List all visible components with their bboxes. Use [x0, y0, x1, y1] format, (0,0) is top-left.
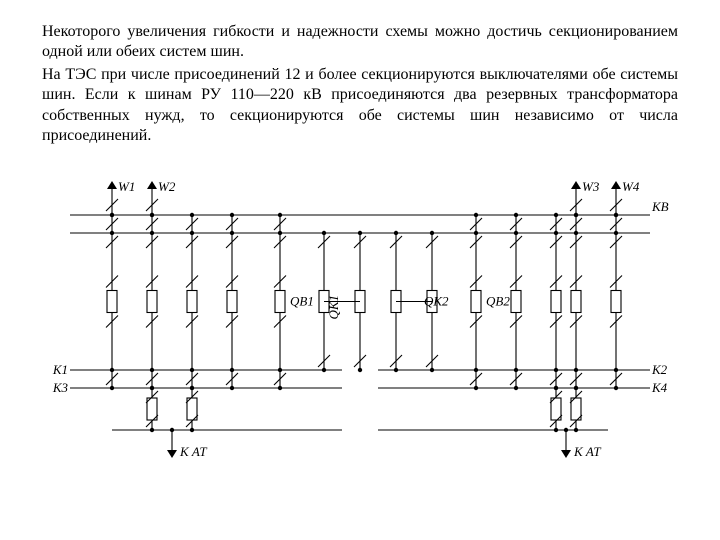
svg-text:QB2: QB2 [486, 293, 510, 308]
svg-text:QK2: QK2 [424, 293, 449, 308]
svg-text:K4: K4 [651, 380, 668, 395]
single-line-diagram: KB K1 K2 K3 K4 W1 W2 W3 W4 QB1 QB2 QK1 QK2 К АТ К АТ [42, 175, 678, 475]
svg-text:QK1: QK1 [326, 295, 341, 320]
svg-text:W4: W4 [622, 179, 640, 194]
paragraph-2: На ТЭС при числе присоединений 12 и боле… [42, 65, 678, 147]
svg-text:К АТ: К АТ [573, 444, 601, 459]
svg-text:W3: W3 [582, 179, 600, 194]
svg-text:K3: K3 [52, 380, 69, 395]
svg-text:К АТ: К АТ [179, 444, 207, 459]
svg-text:K2: K2 [651, 362, 668, 377]
paragraph-1: Некоторого увеличения гибкости и надежно… [42, 22, 678, 63]
svg-text:KB: KB [651, 199, 669, 214]
svg-text:W1: W1 [118, 179, 135, 194]
svg-text:W2: W2 [158, 179, 176, 194]
svg-text:K1: K1 [52, 362, 68, 377]
svg-text:QB1: QB1 [290, 293, 314, 308]
